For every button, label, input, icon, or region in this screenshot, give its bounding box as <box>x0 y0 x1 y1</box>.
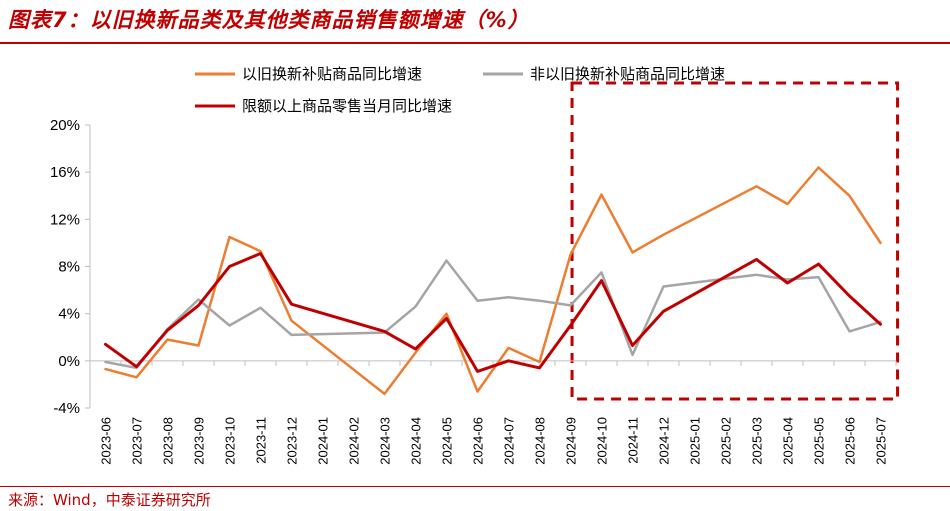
x-tick-label: 2024-06 <box>471 417 486 465</box>
axes: -4% 0% 4% 8% 12% 16% 20% 2023-06 2023-07 2023-08 2… <box>50 117 897 465</box>
x-tick-label: 2023-06 <box>99 417 114 465</box>
x-tick-label: 2024-09 <box>564 417 579 465</box>
line-chart: 以旧换新补贴商品同比增速 非以旧换新补贴商品同比增速限额以上商品零售当月同比增速 … <box>50 65 900 465</box>
x-tick-label: 2023-11 <box>254 417 269 464</box>
legend-label-0: 以旧换新补贴商品同比增速 <box>242 65 422 83</box>
x-tick-label: 2023-08 <box>161 417 176 465</box>
x-tick-label: 2024-11 <box>626 417 641 464</box>
x-tick-label: 2025-03 <box>750 417 765 465</box>
y-tick-label: -4% <box>53 400 80 417</box>
x-tick-label: 2024-03 <box>378 417 393 465</box>
y-tick-label: 16% <box>50 164 80 181</box>
x-tick-label: 2024-12 <box>657 417 672 465</box>
x-tick-label: 2024-02 <box>347 417 362 465</box>
x-tick-label: 2024-08 <box>533 417 548 465</box>
x-tick-label: 2023-12 <box>285 417 300 465</box>
x-tick-label: 2025-07 <box>874 417 889 465</box>
y-tick-label: 4% <box>58 306 80 323</box>
x-tick-label: 2025-04 <box>781 417 796 465</box>
series-layer <box>104 166 882 396</box>
x-tick-label: 2024-05 <box>440 417 455 465</box>
x-tick-label: 2023-07 <box>130 417 145 465</box>
title-underline <box>0 42 950 44</box>
highlight-box <box>570 81 900 401</box>
x-tick-label: 2023-09 <box>192 417 207 465</box>
footer-rule <box>0 486 950 487</box>
legend-label-1: 非以旧换新补贴商品同比增速 <box>530 65 725 83</box>
x-tick-label: 2025-01 <box>688 417 703 465</box>
legend-label-2: 限额以上商品零售当月同比增速 <box>242 97 452 115</box>
page-title: 图表7：以旧换新品类及其他类商品销售额增速（%） <box>8 8 530 32</box>
x-tick-label: 2024-04 <box>409 417 424 465</box>
y-tick-label: 8% <box>58 259 80 276</box>
series-line-2 <box>104 252 882 373</box>
x-tick-label: 2025-06 <box>843 417 858 465</box>
x-tick-label: 2024-07 <box>502 417 517 465</box>
y-tick-label: 0% <box>58 353 80 370</box>
x-tick-label: 2024-10 <box>595 417 610 465</box>
annotation-layer <box>570 81 900 401</box>
x-tick-label: 2023-10 <box>223 417 238 465</box>
series-line-0 <box>104 166 882 396</box>
x-tick-label: 2024-01 <box>316 417 331 465</box>
source-note: 来源：Wind，中泰证券研究所 <box>8 491 211 509</box>
y-tick-label: 12% <box>50 211 80 228</box>
series-line-1 <box>104 259 882 370</box>
x-tick-label: 2025-05 <box>812 417 827 465</box>
y-tick-label: 20% <box>50 117 80 134</box>
x-tick-label: 2025-02 <box>719 417 734 465</box>
